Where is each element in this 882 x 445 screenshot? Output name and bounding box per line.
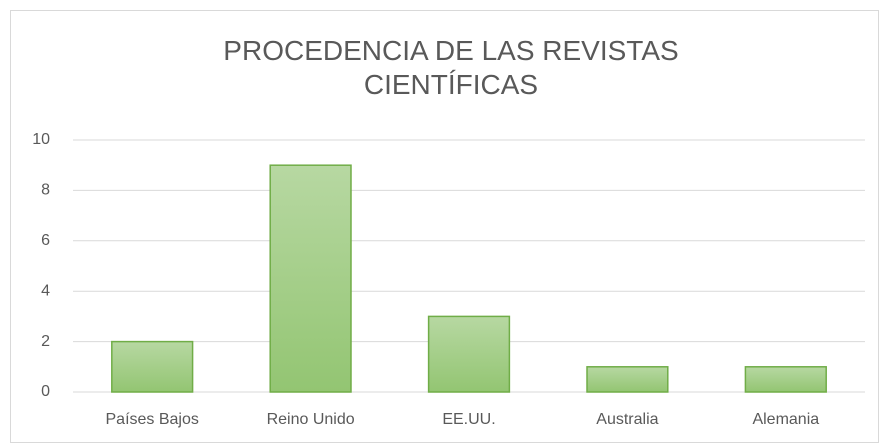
bar [586, 366, 669, 393]
y-tick-label: 4 [41, 282, 50, 299]
x-tick-label: Países Bajos [106, 411, 199, 428]
y-tick-label: 10 [32, 131, 50, 148]
bar [427, 315, 511, 393]
x-tick-label: Australia [596, 411, 658, 428]
y-tick-label: 8 [41, 182, 50, 199]
x-tick-label: Alemania [752, 411, 819, 428]
bar [744, 366, 827, 393]
y-tick-label: 0 [41, 383, 50, 400]
x-tick-label: EE.UU. [442, 411, 495, 428]
bar [111, 340, 194, 393]
x-tick-label: Reino Unido [267, 411, 355, 428]
chart-title: PROCEDENCIA DE LAS REVISTAS CIENTÍFICAS [223, 35, 679, 100]
y-tick-label: 2 [41, 333, 50, 350]
bar [269, 164, 352, 393]
y-tick-label: 6 [41, 232, 50, 249]
